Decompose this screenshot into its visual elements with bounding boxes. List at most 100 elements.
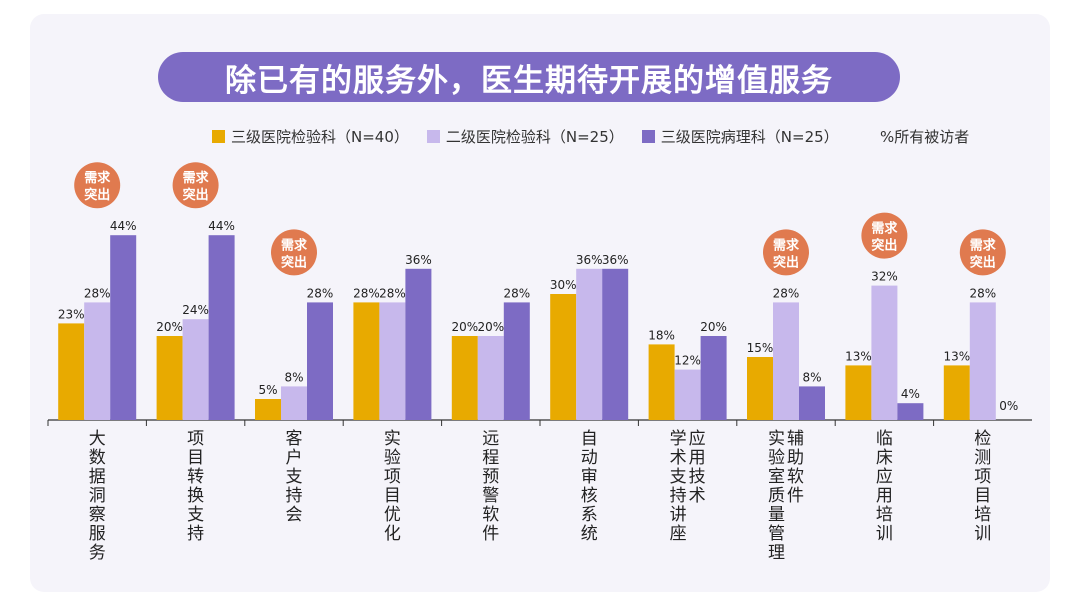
category-label: 验	[768, 448, 785, 468]
category-label: 审	[581, 467, 598, 487]
demand-badge	[271, 229, 317, 276]
demand-badge-text: 突出	[871, 238, 897, 254]
bar	[799, 386, 825, 420]
legend-label-3: 三级医院病理科（N=25）	[660, 127, 839, 146]
category-label: 换	[187, 486, 204, 506]
bar-value-label: 8%	[284, 370, 303, 384]
category-label: 管	[768, 524, 785, 544]
legend-label-2: 二级医院检验科（N=25）	[445, 127, 624, 146]
bar	[648, 344, 675, 420]
category-label: 项	[187, 429, 204, 449]
bar-value-label: 20%	[451, 320, 478, 334]
bar-value-label: 44%	[110, 219, 137, 233]
category-label: 应	[689, 429, 706, 449]
bar	[969, 302, 996, 420]
category-label: 会	[286, 505, 303, 525]
demand-badge	[74, 162, 121, 209]
bar	[897, 403, 924, 420]
bar	[307, 302, 333, 420]
bar	[451, 336, 478, 420]
category-label: 技	[689, 467, 706, 487]
category-label: 讲	[670, 505, 687, 525]
category-label: 检	[974, 429, 991, 449]
category-label: 预	[482, 467, 499, 487]
bar	[405, 268, 432, 420]
legend-item-2: 二级医院检验科（N=25）	[426, 126, 624, 147]
category-label: 目	[384, 486, 401, 506]
demand-badge-text: 突出	[970, 254, 996, 270]
category-label: 务	[89, 543, 106, 563]
bar	[182, 319, 209, 420]
bar-value-label: 28%	[969, 286, 996, 300]
category-label: 实	[384, 429, 401, 449]
bar-value-label: 28%	[353, 286, 380, 300]
bar	[110, 235, 137, 420]
category-label: 术	[670, 448, 687, 468]
category-label: 自	[581, 429, 598, 449]
category-label: 量	[768, 505, 785, 525]
category-label: 实	[768, 429, 785, 449]
bar-value-label: 36%	[405, 253, 432, 267]
legend-swatch-1	[212, 129, 225, 143]
demand-badge	[172, 162, 219, 209]
demand-badge-text: 需求	[183, 170, 210, 186]
bar-value-label: 36%	[576, 253, 603, 267]
category-label: 用	[876, 486, 893, 506]
bar-value-label: 13%	[845, 349, 872, 363]
demand-badge-text: 需求	[281, 237, 308, 253]
legend-label-1: 三级医院检验科（N=40）	[231, 127, 409, 146]
demand-badge	[861, 212, 908, 259]
category-label: 客	[286, 429, 303, 449]
category-label: 察	[89, 505, 106, 525]
legend-item-3: 三级医院病理科（N=25）	[641, 126, 839, 147]
category-label: 数	[89, 448, 106, 468]
category-label: 目	[974, 486, 991, 506]
category-label: 测	[974, 448, 991, 468]
demand-badge-text: 需求	[773, 237, 800, 253]
bar	[674, 369, 701, 420]
category-label: 座	[670, 524, 687, 544]
bar-value-label: 28%	[84, 286, 111, 300]
category-label: 户	[286, 448, 303, 468]
category-label: 优	[384, 505, 401, 525]
category-label: 持	[670, 486, 687, 506]
category-label: 支	[286, 467, 303, 487]
respondent-note: %所有被访者	[880, 128, 970, 146]
bar	[255, 399, 281, 420]
bar	[503, 302, 530, 420]
demand-badge-text: 需求	[84, 170, 111, 186]
category-label: 助	[787, 448, 804, 468]
category-label: 支	[187, 505, 204, 525]
bar	[353, 302, 380, 420]
demand-badge-text: 需求	[871, 221, 898, 237]
bar	[700, 336, 727, 420]
bar-value-label: 28%	[773, 286, 800, 300]
category-label: 床	[876, 448, 893, 468]
demand-badge-text: 需求	[970, 237, 997, 253]
bar	[156, 336, 183, 420]
category-label: 目	[187, 448, 204, 468]
bar-value-label: 28%	[307, 286, 334, 300]
demand-badge-text: 突出	[281, 254, 307, 270]
bar	[379, 302, 406, 420]
bar-value-label: 4%	[901, 387, 920, 401]
legend-swatch-3	[641, 129, 655, 143]
category-label: 持	[187, 524, 204, 544]
bar-value-label: 13%	[943, 349, 970, 363]
category-label: 训	[876, 524, 893, 544]
category-label: 核	[581, 486, 598, 506]
chart-title: 除已有的服务外，医生期待开展的增值服务	[158, 52, 900, 102]
category-label: 室	[768, 467, 785, 487]
category-label: 动	[581, 448, 598, 468]
bar-value-label: 44%	[208, 219, 235, 233]
bar	[550, 294, 577, 420]
bar-value-label: 18%	[648, 328, 675, 342]
bar-value-label: 24%	[182, 303, 209, 317]
category-label: 理	[768, 543, 785, 563]
category-label: 软	[787, 467, 804, 487]
category-label: 训	[974, 524, 991, 544]
category-label: 项	[384, 467, 401, 487]
legend: 三级医院检验科（N=40） 二级医院检验科（N=25） 三级医院病理科（N=25…	[212, 126, 857, 146]
category-label: 化	[384, 524, 401, 544]
